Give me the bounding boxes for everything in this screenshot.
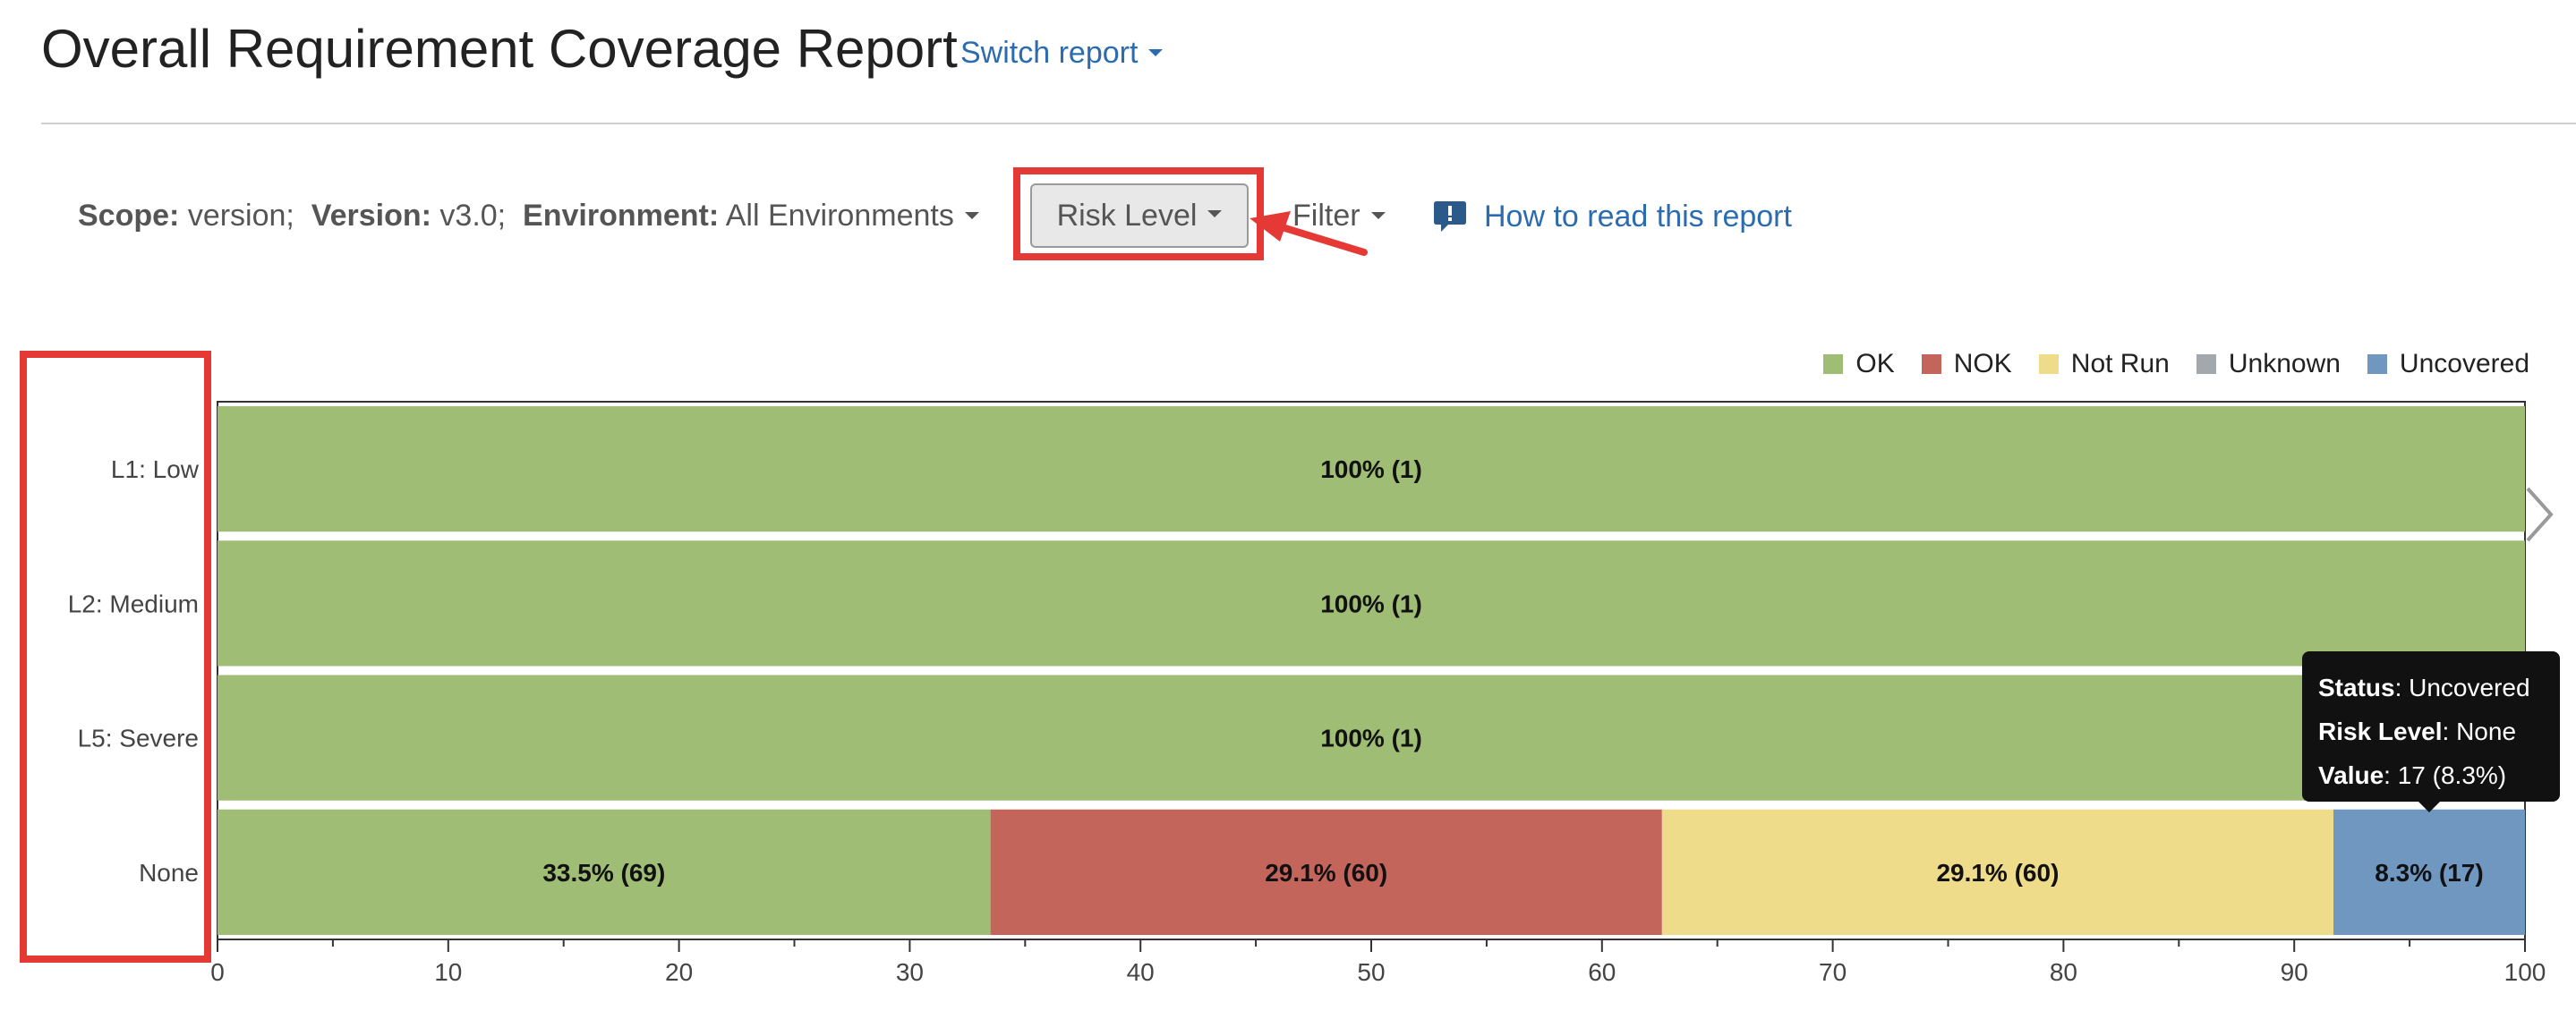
header-divider [41,123,2576,124]
legend-item-nok[interactable]: NOK [1921,349,2012,379]
how-to-read-label: How to read this report [1484,199,1792,234]
legend-item-not-run[interactable]: Not Run [2038,349,2170,379]
legend-swatch [1921,354,1941,374]
legend-label: Uncovered [2399,349,2529,378]
tooltip-status-value: : Uncovered [2394,674,2530,701]
legend-swatch [2196,354,2216,374]
data-label: 33.5% (69) [542,859,665,887]
legend-item-unknown[interactable]: Unknown [2196,349,2341,379]
scope-bar: Scope: version; Version: v3.0; Environme… [78,199,979,234]
bar-segment[interactable] [218,809,991,935]
filter-label: Filter [1292,199,1361,233]
version-value: v3.0; [439,199,507,233]
tooltip-value-label: Value [2318,761,2384,789]
x-tick-label: 10 [434,958,462,986]
chart-tooltip: Status: Uncovered Risk Level: None Value… [2302,651,2560,812]
bar-segment[interactable] [990,809,1662,935]
tooltip-risk-label: Risk Level [2318,718,2443,745]
environment-value: All Environments [725,199,954,233]
filter-dropdown[interactable]: Filter [1292,199,1386,234]
tooltip-risk-value: : None [2442,718,2517,745]
switch-report-label: Switch report [960,36,1139,70]
legend-label: Not Run [2070,349,2170,378]
bar-segment[interactable] [2333,809,2525,935]
risk-level-highlight-box [1013,167,1264,260]
chevron-down-icon [1207,210,1223,217]
how-to-read-link[interactable]: How to read this report [1432,199,1792,234]
data-label: 8.3% (17) [2375,859,2483,887]
legend-swatch [1823,354,1844,374]
chevron-down-icon [1148,49,1164,57]
bar-segment[interactable] [1661,809,2334,935]
bar-segment[interactable] [218,540,2525,667]
chevron-right-icon[interactable] [2522,483,2558,546]
legend-item-uncovered[interactable]: Uncovered [2367,349,2529,379]
y-tick-label: None [139,859,199,887]
x-tick-label: 20 [665,958,693,986]
risk-level-label: Risk Level [1056,198,1198,233]
x-tick-label: 0 [210,958,225,986]
environment-label: Environment: [523,199,720,233]
y-tick-label: L2: Medium [68,590,199,617]
chart-legend: OK NOK Not Run Unknown Uncovered [1823,349,2529,379]
version-label: Version: [311,199,431,233]
data-label: 100% (1) [1320,725,1422,752]
x-tick-label: 40 [1127,958,1155,986]
x-tick-label: 50 [1357,958,1385,986]
x-tick-label: 70 [1819,958,1847,986]
legend-label: NOK [1953,349,2012,378]
x-tick-label: 100 [2504,958,2546,986]
tooltip-value-value: : 17 (8.3%) [2384,761,2507,789]
info-speech-bubble-icon [1434,201,1466,232]
risk-level-button[interactable]: Risk Level [1030,183,1249,248]
y-tick-label: L5: Severe [78,725,199,752]
environment-dropdown[interactable]: Environment: All Environments [523,199,979,233]
data-label: 29.1% (60) [1936,859,2059,887]
bar-segment[interactable] [218,675,2525,801]
tooltip-status-label: Status [2318,674,2395,701]
data-label: 100% (1) [1320,455,1422,483]
tooltip-risk-row: Risk Level: None [2318,709,2560,753]
chevron-down-icon [964,212,979,220]
x-tick-label: 90 [2281,958,2308,986]
x-tick-label: 30 [896,958,924,986]
y-tick-label: L1: Low [111,455,200,483]
tooltip-value-row: Value: 17 (8.3%) [2318,753,2560,797]
x-tick-label: 80 [2050,958,2077,986]
data-label: 29.1% (60) [1265,859,1387,887]
switch-report-dropdown[interactable]: Switch report [960,36,1164,71]
risk-level-axis-highlight-box [20,351,211,963]
legend-item-ok[interactable]: OK [1823,349,1895,379]
x-tick-label: 60 [1588,958,1616,986]
pointer-arrow-icon [1250,211,1368,256]
tooltip-status-row: Status: Uncovered [2318,666,2560,709]
chevron-down-icon [1370,212,1386,220]
scope-value: version; [187,199,294,233]
page-title: Overall Requirement Coverage Report [41,19,958,79]
legend-label: OK [1855,349,1895,378]
data-label: 100% (1) [1320,590,1422,617]
legend-swatch [2038,354,2059,374]
scope-label: Scope: [78,199,180,233]
bar-segment[interactable] [218,406,2525,532]
legend-swatch [2367,354,2387,374]
legend-label: Unknown [2228,349,2341,378]
